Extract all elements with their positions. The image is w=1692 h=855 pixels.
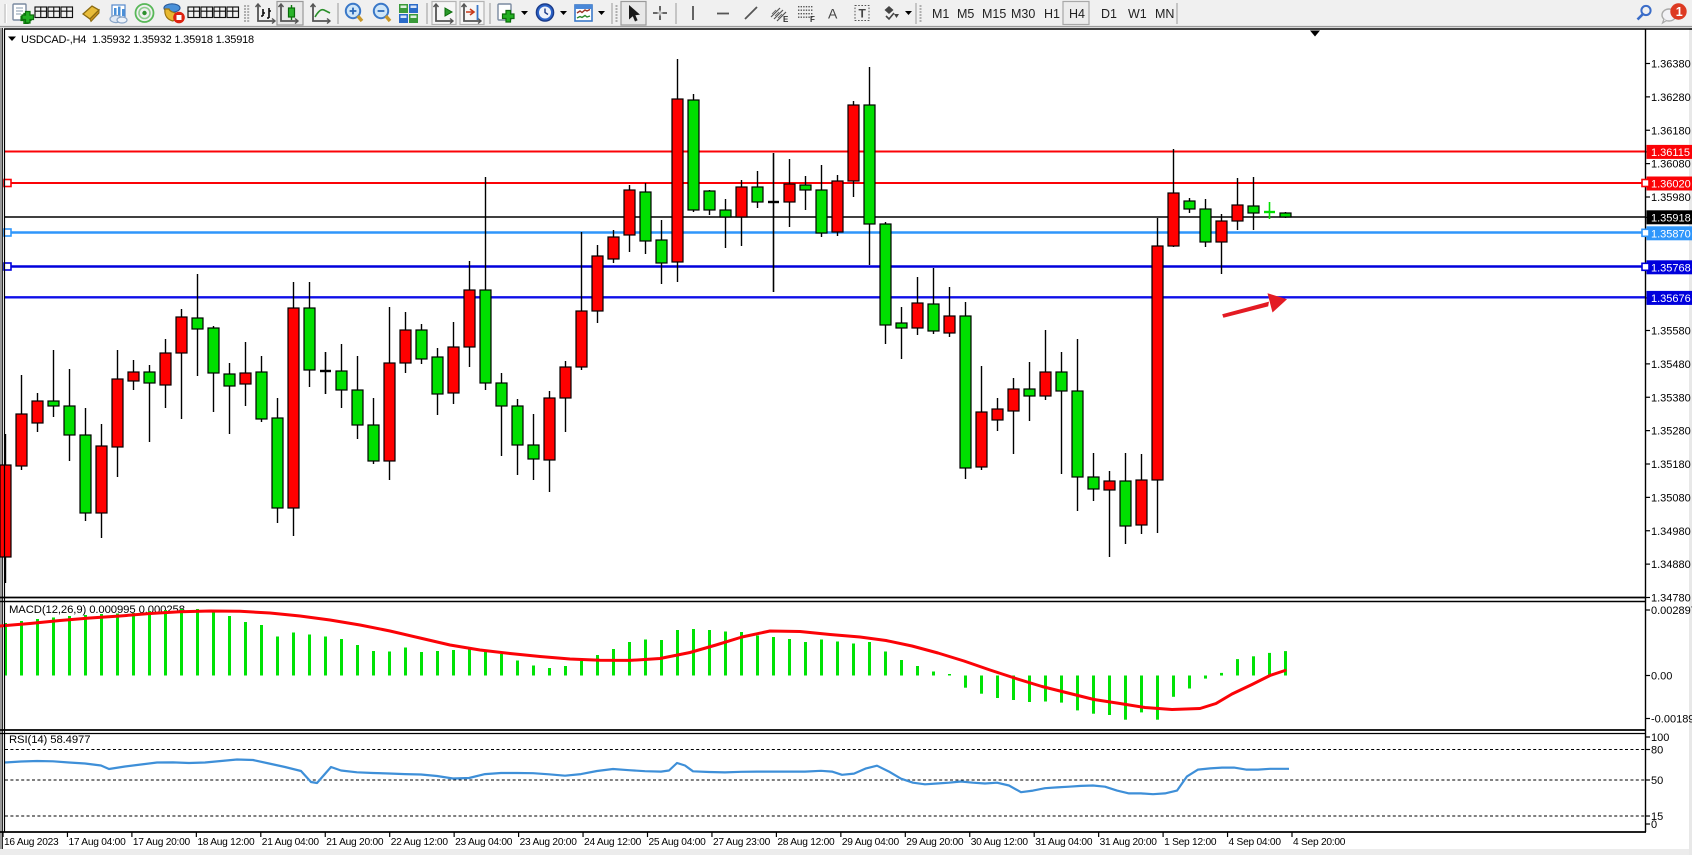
svg-text:M1: M1 — [932, 7, 949, 21]
svg-text:17 Aug 04:00: 17 Aug 04:00 — [68, 837, 126, 848]
svg-text:80: 80 — [1651, 745, 1663, 757]
svg-text:H1: H1 — [1044, 7, 1060, 21]
svg-text:1.36020: 1.36020 — [1651, 179, 1691, 191]
svg-text:18 Aug 12:00: 18 Aug 12:00 — [197, 837, 255, 848]
svg-text:0.002897: 0.002897 — [1651, 605, 1692, 617]
svg-text:D1: D1 — [1101, 7, 1117, 21]
svg-text:1.35918: 1.35918 — [1651, 212, 1691, 224]
svg-text:1.35980: 1.35980 — [1651, 192, 1691, 204]
svg-text:17 Aug 20:00: 17 Aug 20:00 — [133, 837, 191, 848]
svg-text:1.34980: 1.34980 — [1651, 526, 1691, 538]
svg-text:1.35580: 1.35580 — [1651, 326, 1691, 338]
svg-text:31 Aug 20:00: 31 Aug 20:00 — [1100, 837, 1158, 848]
svg-text:100: 100 — [1651, 732, 1669, 744]
svg-text:1.34780: 1.34780 — [1651, 593, 1691, 605]
svg-text:0.00: 0.00 — [1651, 671, 1672, 683]
svg-text:1.36380: 1.36380 — [1651, 59, 1691, 71]
svg-text:E: E — [783, 15, 789, 24]
svg-text:H4: H4 — [1069, 7, 1085, 21]
svg-text:1.35280: 1.35280 — [1651, 426, 1691, 438]
svg-text:1.35870: 1.35870 — [1651, 228, 1691, 240]
svg-text:50: 50 — [1651, 775, 1663, 787]
svg-text:1.35768: 1.35768 — [1651, 262, 1691, 274]
svg-text:1.36180: 1.36180 — [1651, 125, 1691, 137]
svg-text:1.36115: 1.36115 — [1651, 147, 1690, 159]
svg-text:21 Aug 04:00: 21 Aug 04:00 — [262, 837, 320, 848]
svg-text:1.35180: 1.35180 — [1651, 459, 1691, 471]
svg-text:28 Aug 12:00: 28 Aug 12:00 — [777, 837, 835, 848]
svg-text:16 Aug 2023: 16 Aug 2023 — [4, 837, 59, 848]
svg-text:25 Aug 04:00: 25 Aug 04:00 — [649, 837, 707, 848]
svg-text:A: A — [828, 6, 838, 22]
svg-text:24 Aug 12:00: 24 Aug 12:00 — [584, 837, 642, 848]
svg-text:1: 1 — [1676, 5, 1683, 19]
svg-text:31 Aug 04:00: 31 Aug 04:00 — [1035, 837, 1093, 848]
svg-text:M5: M5 — [957, 7, 974, 21]
svg-text:21 Aug 20:00: 21 Aug 20:00 — [326, 837, 384, 848]
svg-text:W1: W1 — [1128, 7, 1147, 21]
svg-text:M15: M15 — [982, 7, 1006, 21]
svg-text:4 Sep 20:00: 4 Sep 20:00 — [1293, 837, 1346, 848]
svg-text:22 Aug 12:00: 22 Aug 12:00 — [391, 837, 449, 848]
svg-text:1.35380: 1.35380 — [1651, 392, 1691, 404]
svg-text:0: 0 — [1651, 819, 1657, 831]
svg-text:1 Sep 12:00: 1 Sep 12:00 — [1164, 837, 1217, 848]
svg-text:1.36280: 1.36280 — [1651, 92, 1691, 104]
svg-text:M30: M30 — [1011, 7, 1035, 21]
svg-text:1.36080: 1.36080 — [1651, 159, 1691, 171]
svg-text:1.35676: 1.35676 — [1651, 293, 1691, 305]
svg-text:23 Aug 20:00: 23 Aug 20:00 — [520, 837, 578, 848]
svg-text:RSI(14) 58.4977: RSI(14) 58.4977 — [9, 734, 90, 746]
svg-text:USDCAD-,H4 1.35932 1.35932 1.: USDCAD-,H4 1.35932 1.35932 1.35918 1.359… — [21, 34, 254, 46]
svg-text:27 Aug 23:00: 27 Aug 23:00 — [713, 837, 771, 848]
svg-text:23 Aug 04:00: 23 Aug 04:00 — [455, 837, 513, 848]
svg-text:1.34880: 1.34880 — [1651, 559, 1691, 571]
svg-text:1.35080: 1.35080 — [1651, 492, 1691, 504]
svg-text:1.35480: 1.35480 — [1651, 359, 1691, 371]
svg-text:29 Aug 04:00: 29 Aug 04:00 — [842, 837, 900, 848]
svg-text:29 Aug 20:00: 29 Aug 20:00 — [906, 837, 964, 848]
svg-text:T: T — [859, 7, 867, 21]
svg-text:30 Aug 12:00: 30 Aug 12:00 — [971, 837, 1029, 848]
svg-text:4 Sep 04:00: 4 Sep 04:00 — [1229, 837, 1282, 848]
svg-text:F: F — [810, 15, 815, 24]
svg-text:MN: MN — [1155, 7, 1174, 21]
svg-text:15: 15 — [1651, 811, 1663, 823]
